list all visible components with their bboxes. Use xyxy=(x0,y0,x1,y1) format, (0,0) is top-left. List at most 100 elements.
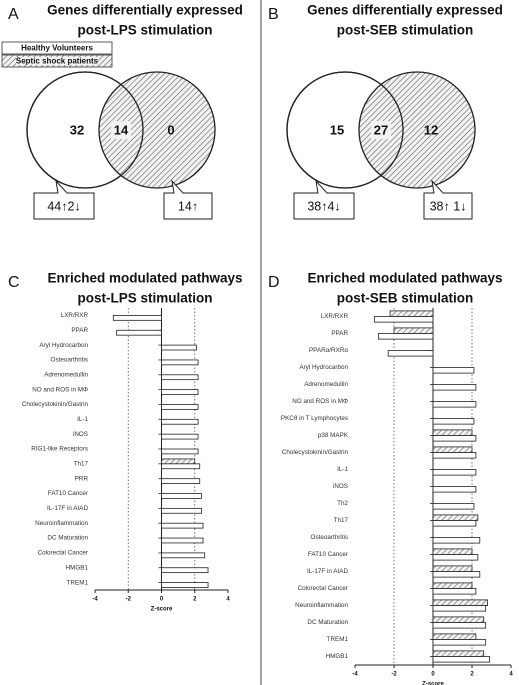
bar xyxy=(161,537,204,544)
bar xyxy=(161,344,197,351)
category-label: Colorectal Cancer xyxy=(38,550,88,557)
category-label: IL-17F in AIAD xyxy=(47,505,88,512)
callout-text: 38↑ 1↓ xyxy=(430,199,467,213)
bar xyxy=(377,333,434,340)
callout-box xyxy=(163,179,213,220)
bar xyxy=(432,503,475,510)
bar xyxy=(432,548,473,555)
x-tick-label: -2 xyxy=(126,597,132,603)
bar xyxy=(161,463,201,470)
bar xyxy=(161,507,202,514)
bar xyxy=(432,605,487,612)
bar xyxy=(116,329,162,336)
bar xyxy=(432,656,490,663)
bar xyxy=(161,567,209,574)
bar xyxy=(432,554,479,561)
bar xyxy=(432,571,481,578)
category-label: NO and ROS in MΦ xyxy=(32,386,88,393)
bar xyxy=(432,514,479,521)
category-label: IL-1 xyxy=(77,416,88,423)
category-label: NO and ROS in MΦ xyxy=(292,398,348,405)
category-label: HMGB1 xyxy=(66,564,89,571)
panel-label: A xyxy=(8,6,19,23)
x-tick-label: -4 xyxy=(352,672,358,678)
category-label: TREM1 xyxy=(67,579,89,586)
category-label: DC Maturation xyxy=(47,535,88,542)
bar xyxy=(432,429,473,436)
category-label: Cholecystokinin/Gastrin xyxy=(22,401,89,408)
legend-swatch xyxy=(1,41,113,55)
bar xyxy=(161,389,199,395)
x-tick-label: 0 xyxy=(160,597,164,603)
count-bg xyxy=(111,121,131,139)
venn-outline xyxy=(26,71,144,189)
venn-outline xyxy=(286,71,404,189)
bar xyxy=(161,418,199,425)
bar xyxy=(432,582,473,589)
count-bg xyxy=(371,121,391,139)
chart-title: post-SEB stimulation xyxy=(337,23,474,38)
category-label: IL-1 xyxy=(337,466,348,473)
category-label: Osteoarthritis xyxy=(311,534,348,541)
venn-count: 14 xyxy=(114,122,129,137)
bar xyxy=(432,418,475,425)
category-label: p38 MAPK xyxy=(318,432,349,439)
x-axis-label: Z-score xyxy=(422,682,444,685)
chart-title: Enriched modulated pathways xyxy=(307,271,502,286)
category-label: iNOS xyxy=(333,483,348,490)
x-tick-label: 2 xyxy=(470,672,474,678)
callout-text: 38↑4↓ xyxy=(307,199,340,213)
chart-title: Genes differentially expressed xyxy=(47,3,243,18)
category-label: PPAR xyxy=(71,327,88,334)
bar xyxy=(432,565,473,572)
x-tick-label: 4 xyxy=(509,672,513,678)
legend-label: Healthy Volunteers xyxy=(21,44,93,53)
bar xyxy=(432,622,487,629)
bar xyxy=(161,404,199,410)
chart-title: post-LPS stimulation xyxy=(78,23,213,38)
bar xyxy=(432,469,477,476)
bar xyxy=(161,493,202,499)
bar xyxy=(432,537,481,544)
category-label: Cholecystokinin/Gastrin xyxy=(282,449,349,456)
chart-title: Enriched modulated pathways xyxy=(47,271,242,286)
bar xyxy=(432,633,477,640)
venn-count: 12 xyxy=(424,122,438,137)
x-tick-label: 2 xyxy=(193,597,197,603)
bar xyxy=(161,552,206,559)
bar xyxy=(432,446,473,453)
category-label: FAT10 Cancer xyxy=(308,551,348,558)
bar xyxy=(374,316,434,323)
category-label: Th17 xyxy=(74,461,89,468)
venn-set-septic xyxy=(98,71,216,189)
bar xyxy=(387,350,434,357)
bar xyxy=(432,367,475,374)
bar xyxy=(161,433,199,440)
bar xyxy=(432,435,477,442)
callout-text: 14↑ xyxy=(178,199,198,213)
bar xyxy=(112,315,162,321)
category-label: LXR/RXR xyxy=(61,312,89,319)
bar xyxy=(432,650,485,657)
category-label: Aryl Hydrocarbon xyxy=(299,364,348,371)
x-axis-label: Z-score xyxy=(151,607,173,613)
bar xyxy=(432,588,477,595)
callout-box xyxy=(33,179,95,220)
bar xyxy=(161,448,199,455)
bar xyxy=(161,478,201,484)
x-tick-label: 0 xyxy=(431,672,435,678)
bar xyxy=(389,310,434,317)
category-label: Aryl Hydrocarbon xyxy=(39,342,88,349)
bar xyxy=(432,599,488,606)
category-label: TREM1 xyxy=(327,636,349,643)
x-tick-label: 4 xyxy=(226,597,230,603)
category-label: Colorectal Cancer xyxy=(298,585,348,592)
category-label: Th2 xyxy=(337,500,348,507)
legend-text-bg xyxy=(16,57,98,65)
legend-label: Septic shock patients xyxy=(16,57,99,66)
callout-text: 44↑2↓ xyxy=(47,199,80,213)
bar xyxy=(432,401,477,408)
venn-count: 27 xyxy=(374,122,388,137)
category-label: LXR/RXR xyxy=(321,313,349,320)
